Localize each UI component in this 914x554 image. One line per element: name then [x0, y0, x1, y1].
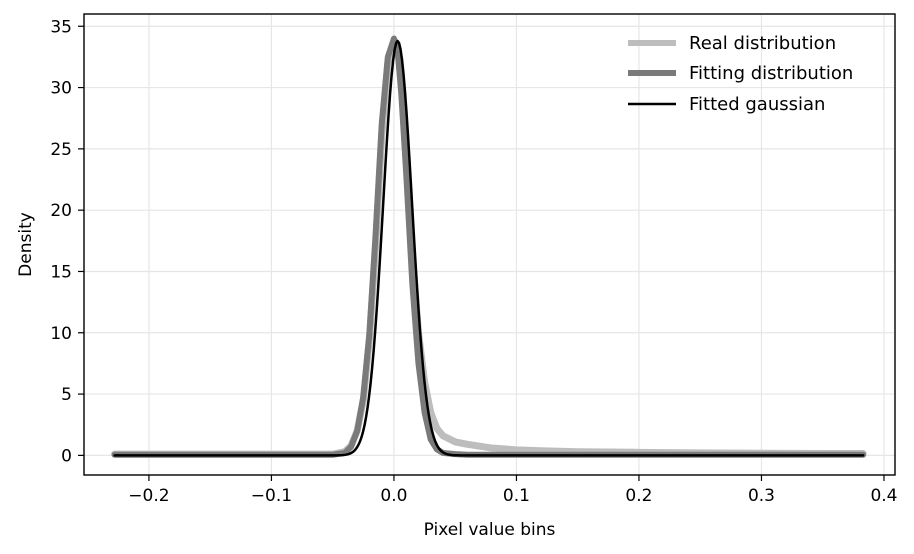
x-axis-ticks: −0.2 −0.1 0.0 0.1 0.2 0.3 0.4 — [128, 475, 897, 506]
legend-label-real-distribution: Real distribution — [689, 33, 836, 54]
legend-label-fitted-gaussian: Fitted gaussian — [689, 94, 825, 115]
plot-frame — [83, 13, 896, 476]
series-layer — [111, 35, 867, 458]
x-tick-label: 0.4 — [870, 486, 897, 506]
y-tick-label: 10 — [50, 324, 72, 344]
series-line-fitted-gaussian — [113, 39, 865, 457]
y-tick-label: 5 — [61, 385, 72, 405]
y-tick-label: 0 — [61, 446, 72, 466]
x-tick-label: −0.2 — [128, 486, 169, 506]
y-axis-title: Density — [16, 212, 36, 277]
x-axis-title: Pixel value bins — [424, 520, 556, 540]
x-tick-label: 0.1 — [503, 486, 530, 506]
y-tick-label: 25 — [50, 140, 72, 160]
y-tick-label: 35 — [50, 17, 72, 37]
x-tick-label: −0.1 — [251, 486, 292, 506]
x-tick-label: 0.0 — [380, 486, 407, 506]
y-tick-label: 15 — [50, 262, 72, 282]
legend: Real distribution Fitting distribution F… — [628, 33, 853, 115]
x-tick-label: 0.2 — [625, 486, 652, 506]
y-tick-label: 30 — [50, 79, 72, 99]
legend-label-fitting-distribution: Fitting distribution — [689, 63, 853, 84]
y-axis-ticks: 0 5 10 15 20 25 30 35 — [50, 17, 84, 466]
x-tick-label: 0.3 — [748, 486, 775, 506]
y-tick-label: 20 — [50, 201, 72, 221]
